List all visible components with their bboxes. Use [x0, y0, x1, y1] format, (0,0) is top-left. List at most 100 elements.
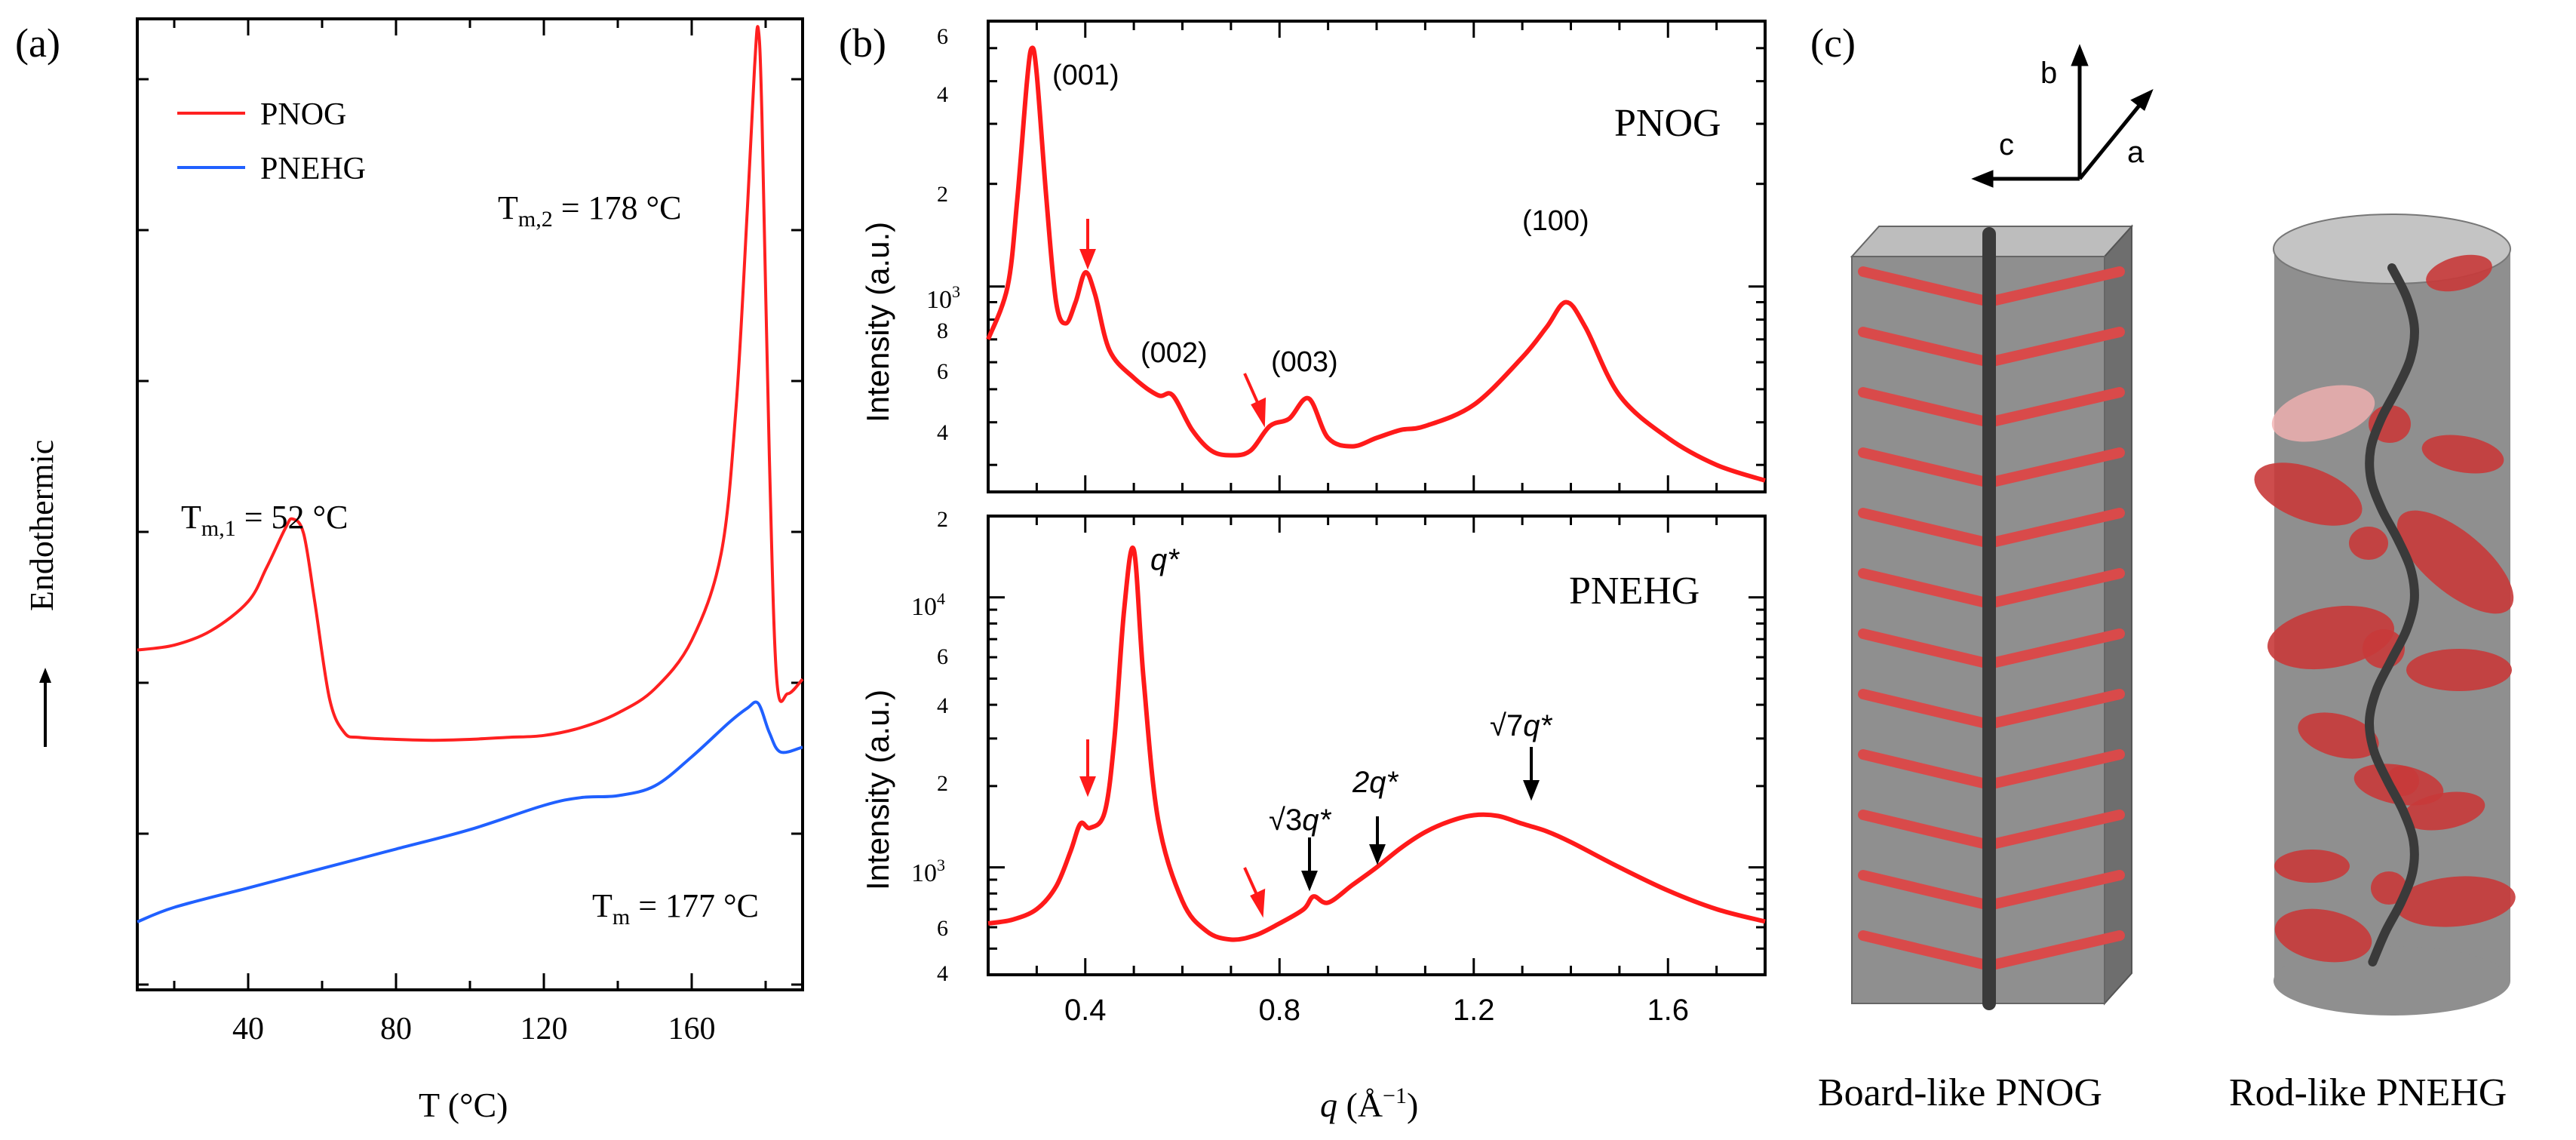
peak-label-002: (002)	[1141, 337, 1208, 369]
ytick-top-600: 6	[937, 359, 948, 384]
side-chain-blob	[2421, 435, 2504, 474]
annotation-tm2-t: T	[498, 189, 518, 226]
side-chain	[1858, 447, 1994, 488]
side-chain	[1858, 568, 1994, 609]
ytick-bot-600: 6	[937, 916, 948, 941]
hex-label-q7: √7q*	[1490, 709, 1552, 742]
annotation-tm1-val: = 52 °C	[236, 499, 348, 536]
board-side-face	[2104, 224, 2132, 1006]
peak-label-003: (003)	[1271, 346, 1338, 378]
ytick-bot-10-3: 103	[911, 856, 945, 887]
side-chain	[1858, 930, 1994, 971]
caption-board-like: Board-like PNOG	[1818, 1071, 2102, 1114]
caption-rod-like: Rod-like PNEHG	[2229, 1071, 2507, 1114]
side-chain	[1984, 810, 2125, 850]
ytick-top-400: 4	[937, 420, 948, 445]
panel-b-top-title: PNOG	[1614, 102, 1721, 145]
ytick-top-4k: 4	[937, 82, 948, 107]
panel-b-ticks	[987, 20, 1767, 976]
side-chain-blob	[2426, 254, 2492, 292]
side-chain	[1858, 327, 1994, 367]
side-chain	[1984, 447, 2125, 488]
panel-b-top-ytick-labels: 6 4 2 103 8 6 4	[926, 24, 960, 445]
red-arrow-icon	[1243, 373, 1267, 428]
side-chain-blob	[2274, 908, 2372, 963]
side-chain	[1984, 628, 2125, 669]
panel-label-b: (b)	[839, 20, 886, 66]
annotation-tm-sub: m	[613, 905, 630, 930]
x-tick-label: 80	[380, 1012, 412, 1046]
legend-label-pnog: PNOG	[260, 97, 346, 132]
rod-like-model	[2254, 214, 2516, 1016]
axis-label-c: c	[1999, 128, 2014, 161]
board-like-model	[1850, 224, 2134, 1010]
side-chain-blob	[2403, 791, 2485, 831]
panel-b-xlabel-close: )	[1407, 1086, 1418, 1124]
ytick-bot-4k: 4	[937, 693, 948, 718]
red-arrow-icon	[1243, 867, 1266, 918]
panel-b-xlabel-q: q	[1320, 1086, 1337, 1124]
annotation-tm2-val: = 178 °C	[553, 189, 682, 226]
annotation-tm2-sub: m,2	[518, 207, 553, 232]
series-pnog-saxs	[986, 45, 1766, 483]
side-chain	[1858, 266, 1994, 307]
hex-label-q3: √3q*	[1269, 804, 1331, 837]
series-pnehg-saxs	[987, 545, 1766, 942]
side-chain-blob	[2395, 876, 2516, 927]
ytick-bot-20k: 2	[937, 507, 948, 532]
ytick-bot-6k: 6	[937, 644, 948, 669]
side-chain	[1858, 749, 1994, 790]
panel-a-x-tick-labels: 40 80 120 160	[232, 1012, 716, 1046]
side-chain	[1984, 508, 2125, 548]
side-chain	[1984, 568, 2125, 609]
side-chain	[1984, 749, 2125, 790]
red-arrow-icon	[1079, 739, 1096, 797]
side-chain	[1984, 870, 2125, 911]
x-tick-label: 160	[668, 1012, 716, 1046]
ytick-bot-400: 4	[937, 961, 948, 986]
panel-b-bottom-ytick-labels: 2 104 6 4 2 103 6 4	[911, 507, 948, 986]
side-chain	[1984, 266, 2125, 307]
side-chain	[1984, 387, 2125, 428]
red-arrow-icon	[1079, 219, 1096, 270]
side-chain	[1858, 628, 1994, 669]
x-tick-label: 1.6	[1647, 994, 1689, 1027]
side-chain	[1858, 387, 1994, 428]
x-tick-label: 0.4	[1064, 994, 1107, 1027]
ytick-top-800: 8	[937, 318, 948, 343]
panel-b-xlabel: q (Å−1)	[1320, 1083, 1418, 1124]
hex-label-q3-root: √3	[1269, 804, 1302, 837]
panel-b-x-tick-labels: 0.4 0.8 1.2 1.6	[1064, 994, 1689, 1027]
panel-a-xlabel: T (°C)	[419, 1086, 508, 1124]
rod-bottom-cap	[2274, 946, 2510, 1016]
black-arrow-icon	[1301, 837, 1318, 892]
annotation-tm1: Tm,1 = 52 °C	[181, 499, 348, 541]
side-chain-blob	[2406, 649, 2512, 691]
crystal-axes-icon	[1971, 44, 2154, 188]
peak-label-100: (100)	[1522, 205, 1589, 237]
legend-label-pnehg: PNEHG	[260, 152, 366, 186]
rod-highlight-chain	[2271, 385, 2375, 442]
annotation-tm-val: = 177 °C	[630, 887, 759, 924]
endothermic-arrow-icon	[39, 668, 51, 747]
ytick-top-10-base: 10	[926, 286, 952, 314]
panel-b-bottom-title: PNEHG	[1569, 570, 1699, 613]
ytick-bot-10-3-base: 10	[911, 859, 937, 887]
panel-label-a: (a)	[15, 20, 60, 66]
ytick-bot-10-4-exp: 4	[937, 589, 945, 608]
side-chain-blob	[2274, 850, 2350, 883]
panel-a-ylabel: Endothermic	[23, 440, 60, 611]
ytick-bot-10-3-exp: 3	[937, 856, 945, 874]
x-tick-label: 40	[232, 1012, 264, 1046]
hex-label-q1: q*	[1150, 543, 1180, 576]
x-tick-label: 0.8	[1258, 994, 1300, 1027]
hex-label-q7-q: q*	[1523, 709, 1552, 742]
side-chain	[1858, 870, 1994, 911]
side-chain	[1858, 810, 1994, 850]
legend: PNOG PNEHG	[177, 97, 366, 186]
side-chain	[1984, 327, 2125, 367]
panel-b-top-ylabel: Intensity (a.u.)	[860, 222, 895, 423]
series-pnehg-dsc	[137, 700, 803, 923]
panel-b-xlabel-unit: (Å	[1337, 1086, 1383, 1124]
